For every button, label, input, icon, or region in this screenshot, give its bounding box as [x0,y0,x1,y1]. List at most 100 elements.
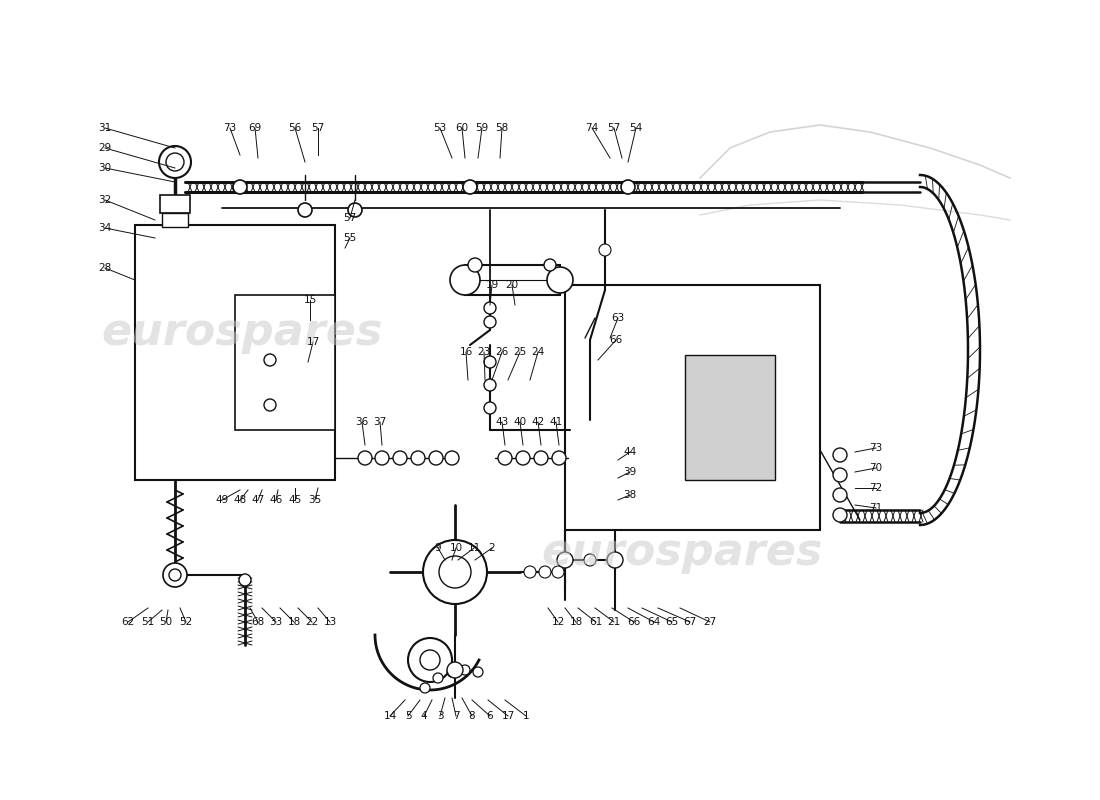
Text: 61: 61 [590,617,603,627]
Bar [160,195,190,213]
Text: 13: 13 [323,617,337,627]
Text: 16: 16 [460,347,473,357]
Text: 33: 33 [270,617,283,627]
Circle shape [516,451,530,465]
Text: 2: 2 [488,543,495,553]
Text: 50: 50 [160,617,173,627]
Text: 72: 72 [869,483,882,493]
Text: 19: 19 [485,280,498,290]
Text: 55: 55 [343,233,356,243]
Text: 7: 7 [453,711,460,721]
Text: 47: 47 [252,495,265,505]
Circle shape [552,451,567,465]
Text: 68: 68 [252,617,265,627]
Circle shape [539,566,551,578]
Circle shape [484,402,496,414]
Circle shape [498,451,512,465]
Circle shape [450,265,480,295]
Text: 59: 59 [475,123,488,133]
Circle shape [460,665,470,675]
Text: 5: 5 [405,711,411,721]
Circle shape [484,316,496,328]
Circle shape [298,203,312,217]
Text: 3: 3 [437,711,443,721]
Text: 66: 66 [609,335,623,345]
Circle shape [264,399,276,411]
Text: 52: 52 [179,617,192,627]
Text: 20: 20 [505,280,518,290]
Circle shape [375,451,389,465]
Circle shape [557,552,573,568]
Text: 23: 23 [477,347,491,357]
Circle shape [446,451,459,465]
Circle shape [408,638,452,682]
Circle shape [621,180,635,194]
Text: 14: 14 [384,711,397,721]
Text: 73: 73 [869,443,882,453]
Bar [465,265,560,295]
Circle shape [433,673,443,683]
Text: 35: 35 [308,495,321,505]
Text: 51: 51 [142,617,155,627]
Text: 44: 44 [624,447,637,457]
Text: 17: 17 [307,337,320,347]
Text: 17: 17 [502,711,515,721]
Text: 69: 69 [249,123,262,133]
Text: 53: 53 [433,123,447,133]
Text: 58: 58 [495,123,508,133]
Bar [685,355,775,480]
Circle shape [484,302,496,314]
Text: 30: 30 [98,163,111,173]
Text: 39: 39 [624,467,637,477]
Text: 36: 36 [355,417,368,427]
Text: 64: 64 [648,617,661,627]
Text: 8: 8 [469,711,475,721]
Text: 41: 41 [549,417,562,427]
Circle shape [233,180,248,194]
Bar [162,213,188,227]
Circle shape [524,566,536,578]
Circle shape [484,356,496,368]
Text: 21: 21 [607,617,620,627]
Text: 1: 1 [522,711,529,721]
Circle shape [420,650,440,670]
Circle shape [534,451,548,465]
Text: eurospares: eurospares [541,530,823,574]
Circle shape [439,556,471,588]
Text: 26: 26 [495,347,508,357]
Circle shape [607,552,623,568]
Circle shape [163,563,187,587]
Circle shape [463,180,477,194]
Circle shape [348,203,362,217]
Bar [235,295,336,430]
Circle shape [833,448,847,462]
Text: 66: 66 [627,617,640,627]
Text: 15: 15 [304,295,317,305]
Text: 62: 62 [121,617,134,627]
Text: 25: 25 [514,347,527,357]
Text: 6: 6 [486,711,493,721]
Circle shape [393,451,407,465]
Text: 45: 45 [288,495,301,505]
Text: 4: 4 [420,711,427,721]
Text: 43: 43 [495,417,508,427]
Text: 12: 12 [551,617,564,627]
Text: 71: 71 [869,503,882,513]
Text: 18: 18 [570,617,583,627]
Text: 27: 27 [703,617,716,627]
Circle shape [833,508,847,522]
Circle shape [420,683,430,693]
Text: 48: 48 [233,495,246,505]
Text: 49: 49 [216,495,229,505]
Text: 57: 57 [343,213,356,223]
Text: 10: 10 [450,543,463,553]
Circle shape [447,667,456,677]
Circle shape [833,488,847,502]
Text: eurospares: eurospares [101,310,383,354]
Circle shape [447,662,463,678]
Text: 38: 38 [624,490,637,500]
Text: 54: 54 [629,123,642,133]
Circle shape [429,451,443,465]
Text: 65: 65 [666,617,679,627]
Circle shape [584,554,596,566]
